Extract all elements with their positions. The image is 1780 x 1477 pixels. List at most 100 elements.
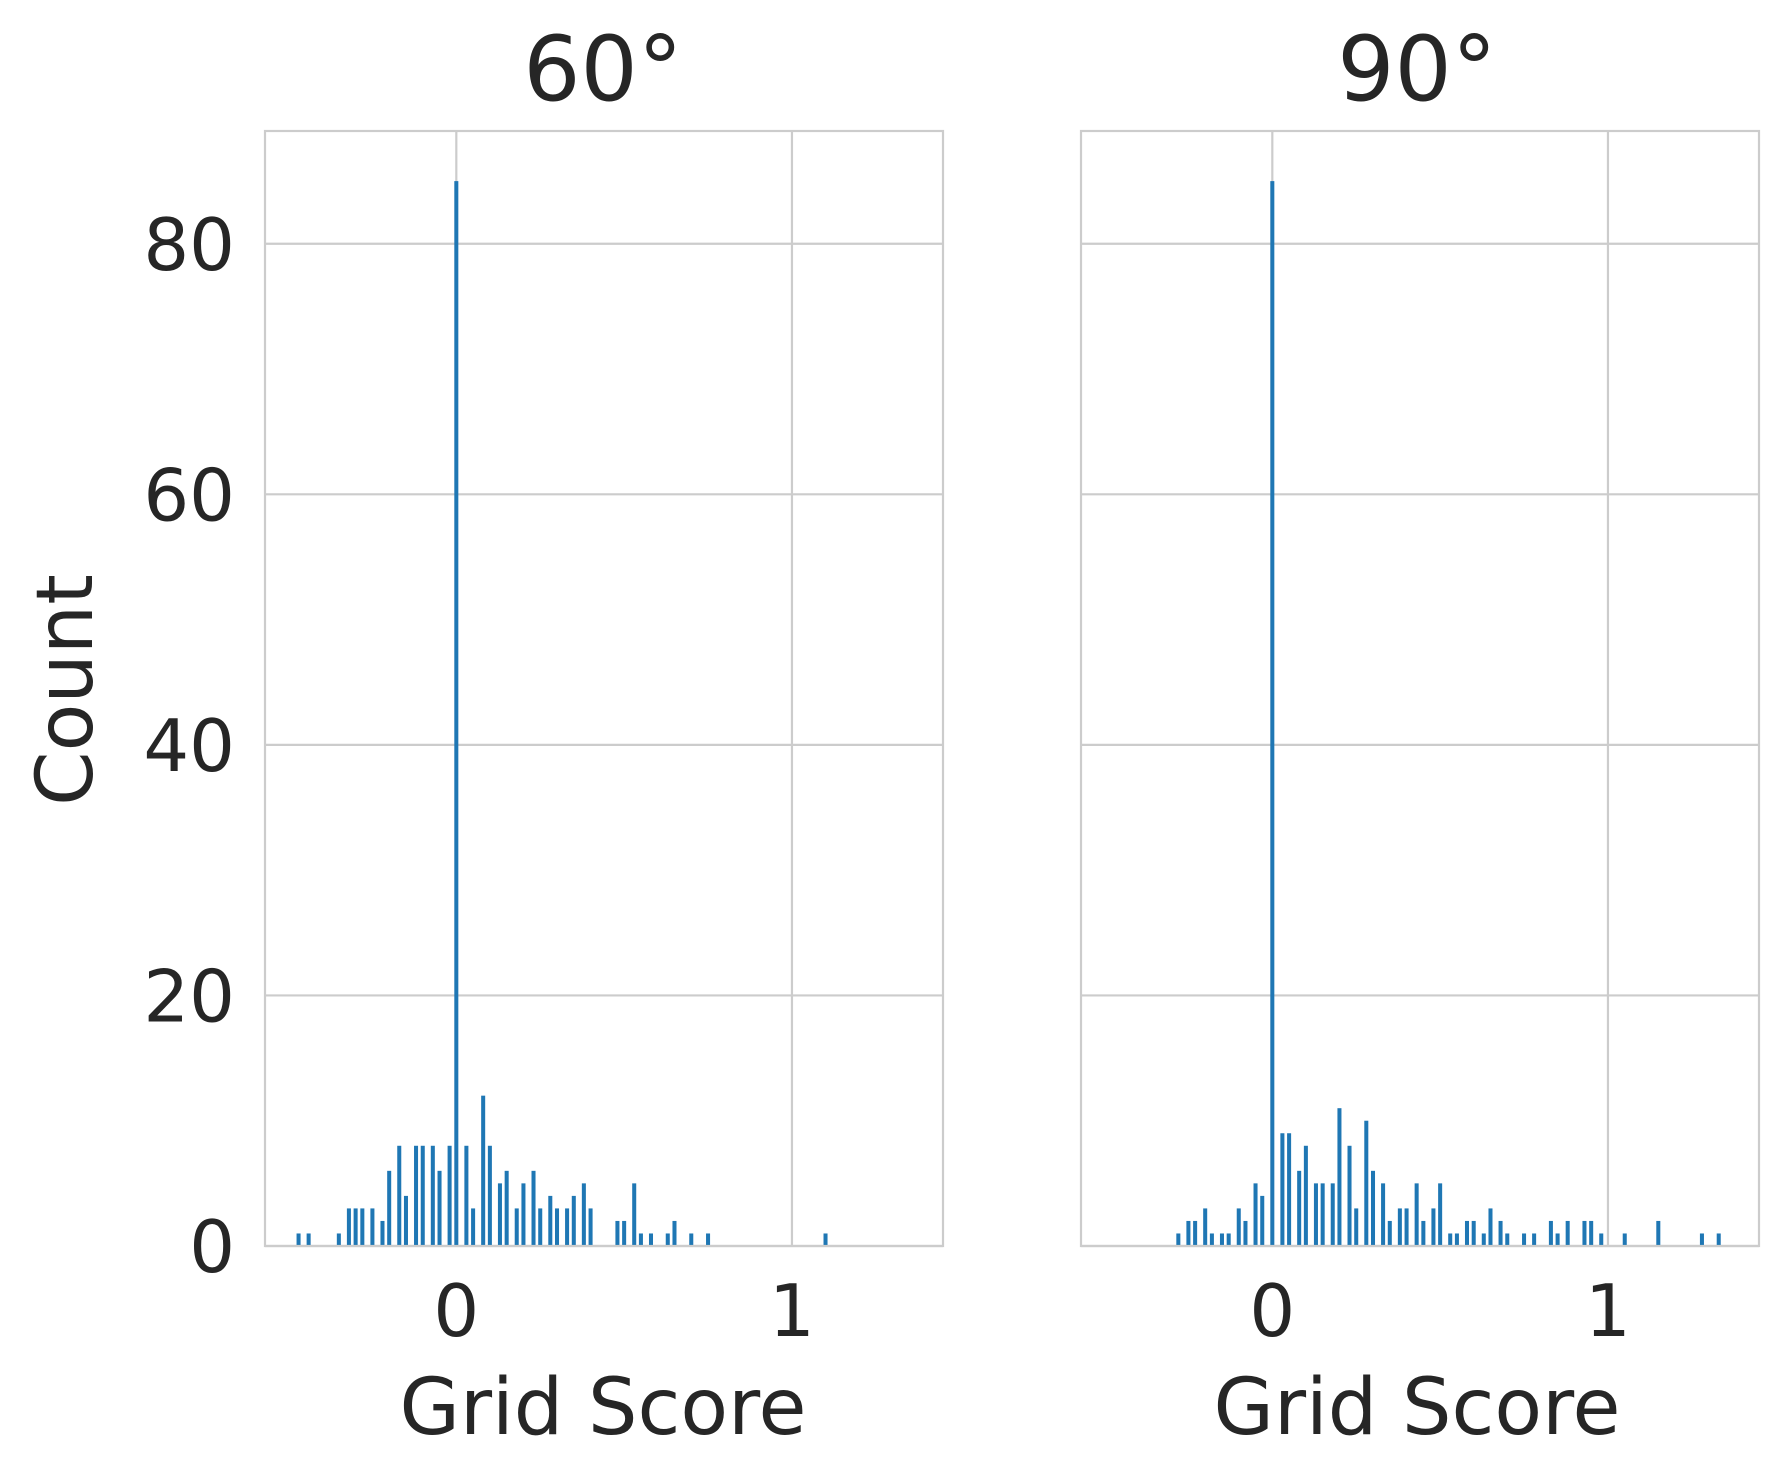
histogram-bar: [1414, 1183, 1419, 1246]
histogram-bar: [1280, 1133, 1285, 1246]
histogram-bar: [1337, 1108, 1342, 1246]
histogram-bar: [1464, 1220, 1470, 1246]
histogram-bar: [497, 1183, 502, 1246]
x-tick-label: 1: [769, 1269, 815, 1353]
histogram-bar: [296, 1233, 301, 1246]
histogram-bar: [1699, 1233, 1704, 1246]
histogram-bar: [471, 1208, 476, 1246]
histogram-bar: [504, 1170, 509, 1246]
histogram-bar: [1253, 1183, 1258, 1246]
histogram-bar: [346, 1208, 351, 1246]
histogram-bar: [1186, 1220, 1191, 1246]
histogram-bar: [538, 1208, 543, 1246]
histogram-bar: [1404, 1208, 1409, 1246]
histogram-bar: [689, 1233, 694, 1246]
histogram-bar: [1589, 1220, 1594, 1246]
histogram-bar: [1532, 1233, 1537, 1246]
histogram-bar: [1522, 1233, 1527, 1246]
histogram-bar: [1431, 1208, 1436, 1246]
histogram-bar: [403, 1195, 408, 1246]
plot-frame: [1079, 129, 1761, 1248]
histogram-bar: [1438, 1183, 1443, 1246]
histogram-bar: [554, 1208, 560, 1246]
y-tick-label: 60: [143, 453, 235, 537]
histogram-bar: [1656, 1220, 1661, 1246]
histogram-bar: [1347, 1145, 1352, 1246]
y-tick-label: 0: [189, 1205, 235, 1289]
histogram-bar: [414, 1145, 419, 1246]
histogram-bar: [1243, 1220, 1248, 1246]
x-tick-label: 1: [1585, 1269, 1631, 1353]
panel-title: 90°: [1337, 17, 1497, 122]
histogram-bar: [1481, 1233, 1486, 1246]
histogram-bar: [1236, 1208, 1241, 1246]
histogram-bar: [571, 1195, 576, 1246]
histogram-bar: [1471, 1220, 1476, 1246]
histogram-bar: [1226, 1233, 1231, 1246]
histogram-bar: [521, 1183, 526, 1246]
histogram-bar: [638, 1233, 643, 1246]
histogram-bar: [1498, 1220, 1503, 1246]
histogram-bar: [387, 1170, 392, 1246]
histogram-bar: [380, 1220, 385, 1246]
histogram-bar: [615, 1220, 620, 1246]
gridlines: [265, 131, 943, 1248]
histogram-bar: [1565, 1220, 1570, 1246]
histogram-bar: [1381, 1183, 1386, 1246]
histogram-bar: [336, 1233, 341, 1246]
histogram-bar: [581, 1183, 586, 1246]
histogram-bar: [353, 1208, 358, 1246]
bars: [1176, 181, 1721, 1247]
histogram-bar: [1176, 1233, 1181, 1246]
histogram-bar: [531, 1170, 536, 1246]
x-tick-label: 0: [1249, 1269, 1295, 1353]
histogram-bar: [632, 1183, 637, 1246]
histogram-bar: [1397, 1208, 1402, 1246]
histogram-bar: [360, 1208, 365, 1246]
gridlines: [1081, 131, 1759, 1248]
histogram-bar: [1488, 1208, 1493, 1246]
histogram-bar: [706, 1233, 711, 1246]
y-tick-label: 40: [143, 704, 235, 788]
histogram-bar: [1270, 181, 1275, 1247]
histogram-bar: [1505, 1233, 1510, 1246]
x-axis-label: Grid Score: [400, 1363, 807, 1453]
histogram-bar: [1716, 1233, 1721, 1246]
histogram-bar: [665, 1233, 670, 1246]
y-tick-label: 20: [143, 954, 235, 1038]
histogram-bar: [648, 1233, 654, 1246]
histogram-bar: [1260, 1195, 1265, 1246]
histogram-bar: [514, 1208, 519, 1246]
histogram-bar: [464, 1145, 469, 1246]
histogram-bar: [1297, 1170, 1302, 1246]
histogram-bar: [420, 1145, 425, 1246]
histogram-bar: [447, 1145, 452, 1246]
histogram-bar: [1364, 1120, 1369, 1246]
y-axis-label: Count: [21, 574, 111, 806]
histogram-bar: [1354, 1208, 1359, 1246]
histogram-bar: [1582, 1220, 1587, 1246]
histogram-bar: [370, 1208, 375, 1246]
histogram-bar: [454, 181, 459, 1247]
histogram-bar: [1303, 1145, 1308, 1246]
plot-frame: [263, 129, 945, 1248]
histogram-bar: [1370, 1170, 1376, 1246]
x-tick-label: 0: [433, 1269, 479, 1353]
histogram-bar: [823, 1233, 828, 1246]
histogram-bar: [397, 1145, 402, 1246]
histogram-bar: [1313, 1183, 1318, 1246]
bars: [296, 181, 828, 1247]
histogram-bar: [672, 1220, 677, 1246]
histogram-bar: [1387, 1220, 1392, 1246]
histogram-bar: [565, 1208, 570, 1246]
histogram-bar: [1421, 1220, 1426, 1246]
y-tick-label: 80: [143, 203, 235, 287]
histogram-bar: [430, 1145, 435, 1246]
histogram-bar: [487, 1145, 492, 1246]
histogram-bar: [548, 1195, 553, 1246]
